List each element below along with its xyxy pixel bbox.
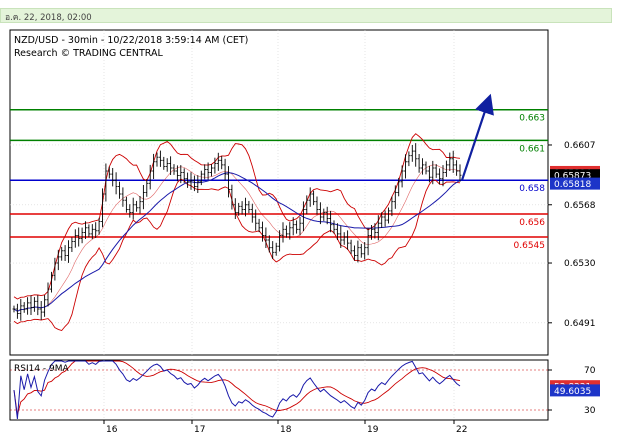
axes: 16171819220.66070.65680.65300.64910.6589… (103, 141, 600, 435)
rsi-tag-label-49.6035: 49.6035 (554, 387, 591, 397)
bollinger-lower (13, 178, 461, 332)
bollinger-middle (13, 164, 461, 312)
x-tick-label-19: 19 (367, 425, 379, 435)
support-resistance-levels: 0.663 0.661 0.658 0.656 0.6545 (10, 108, 548, 251)
price-tag-label-0.65873: 0.65873 (554, 172, 591, 182)
rsi-label: RSI14 - 9MA (14, 364, 70, 374)
bollinger-upper (13, 133, 461, 300)
forecast-arrow (460, 93, 494, 181)
rsi-ma-line (13, 360, 461, 416)
price-tag-label-0.65818: 0.65818 (554, 180, 591, 190)
rsi-y-tick-label-30: 30 (584, 406, 596, 416)
chart-title: NZD/USD - 30min - 10/22/2018 3:59:14 AM … (14, 35, 248, 46)
level-label-0.6545: 0.6545 (514, 241, 546, 251)
level-label-0.658: 0.658 (519, 184, 545, 194)
rsi-series (10, 360, 548, 420)
rsi-tag-49.6035 (550, 384, 600, 397)
price-panel (9, 29, 549, 356)
bollinger-bands (13, 133, 461, 332)
date-header-bar: อ.ค. 22, 2018, 02:00 (0, 8, 612, 23)
level-label-0.656: 0.656 (519, 218, 545, 228)
y-tick-label-0.6568: 0.6568 (564, 201, 596, 211)
y-tick-label-0.6530: 0.6530 (564, 259, 596, 269)
date-header-text: อ.ค. 22, 2018, 02:00 (5, 13, 92, 23)
x-tick-label-22: 22 (456, 425, 467, 435)
slow-moving-average (13, 172, 461, 312)
x-tick-label-17: 17 (194, 425, 205, 435)
x-tick-label-18: 18 (280, 425, 292, 435)
rsi-panel (9, 359, 549, 421)
price-tag-0.65818 (550, 177, 600, 190)
rsi-line (13, 360, 461, 420)
price-series (12, 143, 462, 321)
level-label-0.663: 0.663 (519, 114, 545, 124)
chart-subtitle: Research © TRADING CENTRAL (14, 48, 163, 59)
rsi-y-tick-label-70: 70 (584, 366, 596, 376)
level-label-0.661: 0.661 (519, 144, 545, 154)
y-tick-label-0.6491: 0.6491 (564, 319, 596, 329)
y-tick-label-0.6607: 0.6607 (564, 141, 596, 151)
x-tick-label-16: 16 (106, 425, 118, 435)
